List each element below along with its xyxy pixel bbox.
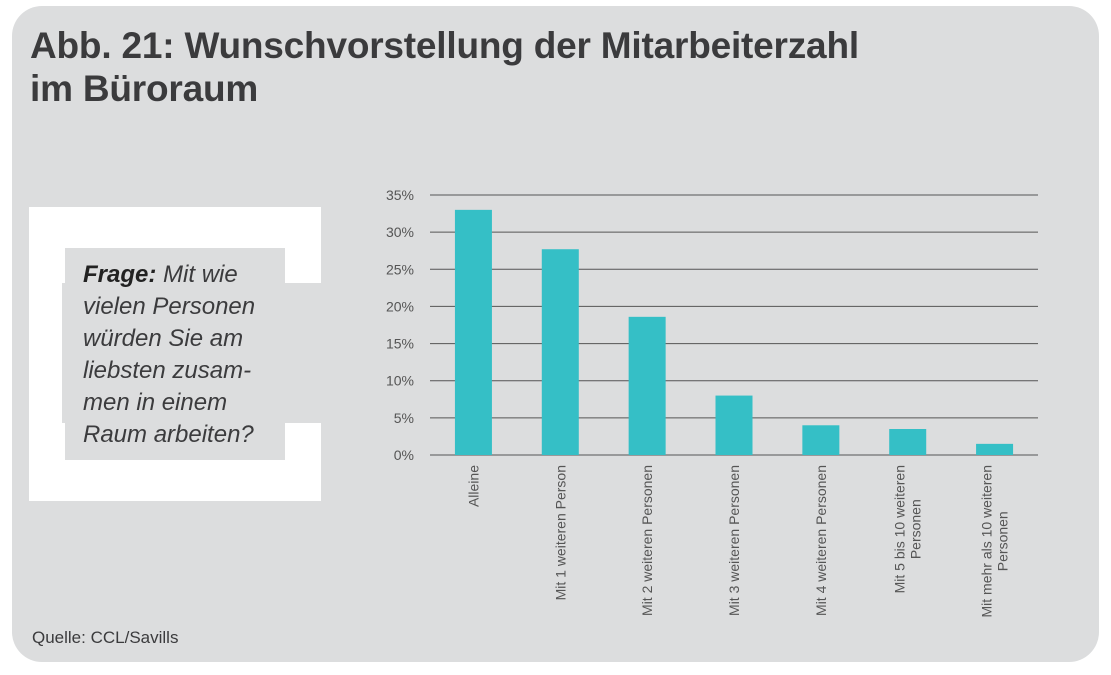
- chart-title-line-2: im Büroraum: [30, 68, 259, 109]
- question-label: Frage:: [83, 261, 157, 288]
- x-tick-label: Mit 2 weiteren Personen: [639, 465, 655, 616]
- x-tick-label-line: Mit 3 weiteren Personen: [726, 465, 742, 616]
- question-line-6: Raum arbeiten?: [83, 421, 254, 448]
- y-tick-label: 15%: [386, 336, 414, 352]
- question-line-3: würden Sie am: [83, 325, 244, 352]
- x-tick-label: Alleine: [465, 465, 481, 507]
- bar: [541, 249, 579, 455]
- x-tick-label-line: Personen: [908, 499, 924, 559]
- question-box: Frage: Mit wie vielen Personen würden Si…: [65, 248, 285, 460]
- x-tick-label: Mit 1 weiteren Person: [552, 465, 568, 600]
- bar: [802, 425, 840, 455]
- chart-title-line-1: Abb. 21: Wunschvorstellung der Mitarbeit…: [30, 25, 859, 66]
- y-tick-label: 0%: [394, 447, 414, 463]
- y-tick-label: 5%: [394, 410, 414, 426]
- bar: [628, 316, 666, 455]
- bar: [976, 443, 1014, 455]
- bar: [715, 395, 753, 455]
- source-note: Quelle: CCL/Savills: [32, 628, 179, 647]
- question-line-5: men in einem: [83, 389, 228, 416]
- x-tick-label-line: Mit 4 weiteren Personen: [813, 465, 829, 616]
- x-tick-label-line: Alleine: [465, 465, 481, 507]
- x-tick-label: Mit 5 bis 10 weiterenPersonen: [892, 465, 924, 593]
- bar: [889, 429, 927, 455]
- y-tick-label: 30%: [386, 224, 414, 240]
- question-line-1: Frage: Mit wie: [83, 259, 275, 291]
- x-tick-label-line: Mit 1 weiteren Person: [552, 465, 568, 600]
- bar: [454, 209, 492, 455]
- x-tick-label-line: Mit mehr als 10 weiteren: [979, 465, 995, 618]
- x-tick-label-line: Mit 2 weiteren Personen: [639, 465, 655, 616]
- question-line-4: liebsten zusam-: [83, 357, 252, 384]
- y-tick-label: 20%: [386, 298, 414, 314]
- x-tick-label-line: Mit 5 bis 10 weiteren: [892, 465, 908, 593]
- chart-title: Abb. 21: Wunschvorstellung der Mitarbeit…: [30, 24, 859, 110]
- x-tick-label-line: Personen: [995, 511, 1011, 571]
- question-first-line-text: Mit wie: [156, 261, 238, 288]
- x-tick-label: Mit 4 weiteren Personen: [813, 465, 829, 616]
- y-tick-label: 35%: [386, 187, 414, 203]
- x-tick-label: Mit mehr als 10 weiterenPersonen: [979, 465, 1011, 618]
- y-tick-label: 25%: [386, 261, 414, 277]
- question-line-2: vielen Personen: [83, 293, 256, 320]
- y-tick-label: 10%: [386, 373, 414, 389]
- x-tick-label: Mit 3 weiteren Personen: [726, 465, 742, 616]
